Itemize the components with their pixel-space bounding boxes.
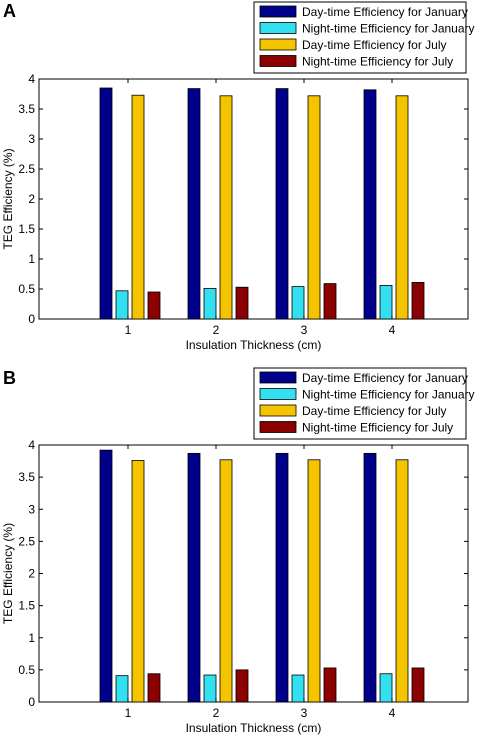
bar: [323, 283, 337, 320]
x-tick-label: 1: [125, 323, 132, 337]
bar: [307, 95, 321, 320]
legend-swatch: [259, 5, 297, 18]
bar: [395, 95, 409, 320]
bar: [363, 89, 377, 320]
bar: [187, 88, 201, 320]
legend-label: Night-time Efficiency for July: [302, 55, 453, 69]
legend-label: Night-time Efficiency for January: [302, 388, 475, 402]
legend-label: Day-time Efficiency for July: [302, 38, 447, 52]
bar: [219, 459, 233, 703]
bar: [363, 452, 377, 703]
legend: Day-time Efficiency for January Night-tim…: [253, 1, 475, 74]
legend: Day-time Efficiency for January Night-tim…: [253, 367, 475, 440]
bar: [379, 673, 393, 703]
bar: [275, 88, 289, 320]
bar: [411, 667, 425, 703]
legend-label: Day-time Efficiency for July: [302, 404, 447, 418]
bar: [235, 669, 249, 703]
bar: [147, 291, 161, 320]
y-axis-label: TEG Efficiency (%): [1, 148, 15, 249]
chart-panel-b: B 0 0.5 1 1.5 2 2.5 3 3.5 4 1 2 3 4 Insulation Thickne…: [1, 367, 475, 735]
bar: [99, 449, 113, 703]
y-tick-label: 0: [28, 695, 35, 709]
bar: [379, 284, 393, 320]
bar: [275, 452, 289, 703]
y-tick-label: 3.5: [18, 102, 35, 116]
bar: [115, 290, 129, 320]
bar: [131, 460, 145, 703]
bar: [323, 667, 337, 703]
y-tick-label: 1: [28, 252, 35, 266]
y-tick-label: 2.5: [18, 534, 35, 548]
legend-label: Day-time Efficiency for January: [302, 5, 468, 19]
y-tick-label: 0.5: [18, 282, 35, 296]
bar: [115, 675, 129, 703]
x-tick-label: 2: [213, 706, 220, 720]
bar: [187, 452, 201, 703]
y-tick-label: 1.5: [18, 222, 35, 236]
x-tick-label: 4: [389, 323, 396, 337]
legend-label: Night-time Efficiency for January: [302, 22, 475, 36]
x-axis-label: Insulation Thickness (cm): [186, 338, 322, 352]
bar: [131, 94, 145, 320]
legend-swatch: [259, 388, 297, 400]
bar: [203, 287, 217, 320]
bar: [99, 87, 113, 320]
x-axis-label: Insulation Thickness (cm): [186, 721, 322, 735]
bar: [411, 281, 425, 320]
x-tick-label: 3: [301, 323, 308, 337]
panel-letter: B: [3, 368, 16, 388]
bar: [219, 95, 233, 320]
legend-swatch: [259, 421, 297, 433]
x-tick-label: 2: [213, 323, 220, 337]
panel-letter: A: [3, 1, 16, 21]
y-tick-label: 2: [28, 567, 35, 581]
bar: [235, 286, 249, 320]
y-tick-label: 1.5: [18, 599, 35, 613]
bar: [307, 459, 321, 703]
bar: [291, 286, 305, 320]
x-tick-label: 1: [125, 706, 132, 720]
bar: [147, 673, 161, 703]
y-tick-label: 3.5: [18, 470, 35, 484]
legend-swatch: [259, 55, 297, 67]
x-tick-label: 3: [301, 706, 308, 720]
bar: [203, 674, 217, 703]
y-tick-label: 0.5: [18, 663, 35, 677]
y-tick-label: 4: [28, 72, 35, 86]
legend-label: Day-time Efficiency for January: [302, 371, 468, 385]
y-tick-label: 3: [28, 502, 35, 516]
legend-label: Night-time Efficiency for July: [302, 421, 453, 435]
chart-panel-a: A 0 0.5 1 1.5 2 2.5 3 3.5 4 1 2 3 4 Insulation Thickne…: [1, 1, 475, 352]
bar: [395, 459, 409, 703]
legend-swatch: [259, 22, 297, 34]
y-tick-label: 2: [28, 192, 35, 206]
legend-swatch: [259, 38, 297, 51]
y-tick-label: 3: [28, 132, 35, 146]
y-tick-label: 2.5: [18, 162, 35, 176]
bar: [291, 674, 305, 703]
x-tick-label: 4: [389, 706, 396, 720]
y-axis-label: TEG Efficiency (%): [1, 523, 15, 624]
y-tick-label: 0: [28, 312, 35, 326]
legend-swatch: [259, 371, 297, 384]
y-tick-label: 1: [28, 631, 35, 645]
y-tick-label: 4: [28, 438, 35, 452]
legend-swatch: [259, 404, 297, 417]
